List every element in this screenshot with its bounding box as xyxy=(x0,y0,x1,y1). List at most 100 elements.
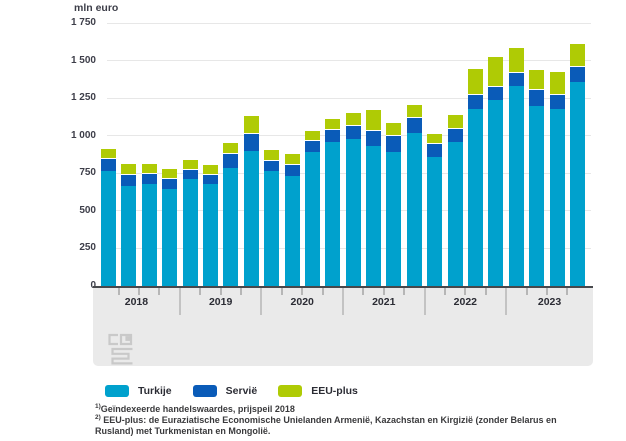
segment-turkije[interactable] xyxy=(447,142,463,286)
segment-turkije[interactable] xyxy=(243,151,259,286)
segment-turkije[interactable] xyxy=(386,152,402,286)
segment-servie[interactable] xyxy=(264,160,280,171)
segment-turkije[interactable] xyxy=(345,139,361,286)
segment-servie[interactable] xyxy=(182,169,198,179)
segment-servie[interactable] xyxy=(386,135,402,152)
bar-2023-q1[interactable] xyxy=(508,47,524,286)
segment-turkije[interactable] xyxy=(162,189,178,286)
segment-turkije[interactable] xyxy=(325,142,341,286)
segment-turkije[interactable] xyxy=(488,100,504,286)
segment-servie[interactable] xyxy=(366,130,382,146)
bar-2023-q2[interactable] xyxy=(529,69,545,286)
bar-2019-q3[interactable] xyxy=(223,142,239,286)
segment-turkije[interactable] xyxy=(406,133,422,286)
segment-servie[interactable] xyxy=(447,128,463,142)
segment-turkije[interactable] xyxy=(264,171,280,286)
segment-turkije[interactable] xyxy=(202,184,218,286)
bar-2022-q3[interactable] xyxy=(468,68,484,286)
segment-eeu-plus[interactable] xyxy=(488,56,504,86)
segment-turkije[interactable] xyxy=(141,184,157,286)
segment-servie[interactable] xyxy=(468,94,484,109)
segment-servie[interactable] xyxy=(284,164,300,176)
segment-servie[interactable] xyxy=(488,86,504,100)
segment-servie[interactable] xyxy=(121,174,137,186)
segment-eeu-plus[interactable] xyxy=(529,69,545,89)
segment-eeu-plus[interactable] xyxy=(304,130,320,140)
segment-eeu-plus[interactable] xyxy=(447,114,463,128)
segment-turkije[interactable] xyxy=(508,86,524,286)
segment-turkije[interactable] xyxy=(468,109,484,286)
bar-2022-q2[interactable] xyxy=(447,114,463,286)
segment-turkije[interactable] xyxy=(284,176,300,286)
bar-2021-q1[interactable] xyxy=(345,112,361,286)
segment-turkije[interactable] xyxy=(569,82,585,286)
segment-eeu-plus[interactable] xyxy=(202,164,218,174)
segment-servie[interactable] xyxy=(406,117,422,133)
segment-turkije[interactable] xyxy=(182,179,198,286)
bar-2019-q1[interactable] xyxy=(182,159,198,286)
segment-eeu-plus[interactable] xyxy=(406,104,422,117)
segment-eeu-plus[interactable] xyxy=(162,168,178,178)
segment-servie[interactable] xyxy=(549,94,565,109)
y-tick-label: 1 000 xyxy=(70,129,96,141)
bar-2019-q2[interactable] xyxy=(202,164,218,286)
segment-servie[interactable] xyxy=(162,178,178,189)
segment-servie[interactable] xyxy=(508,72,524,86)
bar-2018-q1[interactable] xyxy=(101,148,116,286)
segment-servie[interactable] xyxy=(569,66,585,82)
segment-eeu-plus[interactable] xyxy=(427,133,443,143)
segment-servie[interactable] xyxy=(345,125,361,139)
bar-2020-q3[interactable] xyxy=(304,130,320,286)
bar-2019-q4[interactable] xyxy=(243,115,259,286)
segment-servie[interactable] xyxy=(304,140,320,152)
segment-eeu-plus[interactable] xyxy=(569,43,585,66)
segment-eeu-plus[interactable] xyxy=(549,71,565,94)
segment-turkije[interactable] xyxy=(549,109,565,286)
year-label-2022: 2022 xyxy=(453,296,478,308)
segment-turkije[interactable] xyxy=(366,146,382,286)
segment-eeu-plus[interactable] xyxy=(345,112,361,125)
segment-eeu-plus[interactable] xyxy=(223,142,239,153)
bar-2018-q4[interactable] xyxy=(162,168,178,286)
segment-servie[interactable] xyxy=(427,143,443,157)
segment-servie[interactable] xyxy=(325,129,341,142)
bar-2018-q3[interactable] xyxy=(141,163,157,286)
bar-2020-q2[interactable] xyxy=(284,153,300,286)
bar-2020-q1[interactable] xyxy=(264,149,280,286)
gridline xyxy=(107,97,591,99)
segment-eeu-plus[interactable] xyxy=(243,115,259,133)
segment-eeu-plus[interactable] xyxy=(101,148,116,158)
segment-eeu-plus[interactable] xyxy=(325,118,341,129)
segment-turkije[interactable] xyxy=(529,106,545,286)
segment-turkije[interactable] xyxy=(427,157,443,286)
bar-2021-q3[interactable] xyxy=(386,122,402,286)
segment-eeu-plus[interactable] xyxy=(284,153,300,164)
segment-servie[interactable] xyxy=(529,89,545,106)
segment-turkije[interactable] xyxy=(101,171,116,286)
bar-2020-q4[interactable] xyxy=(325,118,341,286)
segment-servie[interactable] xyxy=(243,133,259,151)
bar-2022-q4[interactable] xyxy=(488,56,504,286)
segment-eeu-plus[interactable] xyxy=(508,47,524,72)
segment-servie[interactable] xyxy=(202,174,218,184)
segment-turkije[interactable] xyxy=(304,152,320,286)
legend-label: Servië xyxy=(225,385,258,397)
segment-eeu-plus[interactable] xyxy=(386,122,402,135)
segment-servie[interactable] xyxy=(101,158,116,171)
segment-turkije[interactable] xyxy=(223,168,239,286)
segment-servie[interactable] xyxy=(223,153,239,168)
segment-eeu-plus[interactable] xyxy=(121,163,137,174)
bar-2021-q2[interactable] xyxy=(366,109,382,286)
bar-2018-q2[interactable] xyxy=(121,163,137,286)
segment-servie[interactable] xyxy=(141,173,157,184)
segment-eeu-plus[interactable] xyxy=(366,109,382,130)
segment-eeu-plus[interactable] xyxy=(182,159,198,169)
bar-2023-q3[interactable] xyxy=(549,71,565,286)
segment-eeu-plus[interactable] xyxy=(468,68,484,94)
segment-eeu-plus[interactable] xyxy=(264,149,280,160)
bar-2022-q1[interactable] xyxy=(427,133,443,286)
bar-2023-q4[interactable] xyxy=(569,43,585,286)
segment-turkije[interactable] xyxy=(121,186,137,286)
bar-2021-q4[interactable] xyxy=(406,104,422,286)
segment-eeu-plus[interactable] xyxy=(141,163,157,173)
